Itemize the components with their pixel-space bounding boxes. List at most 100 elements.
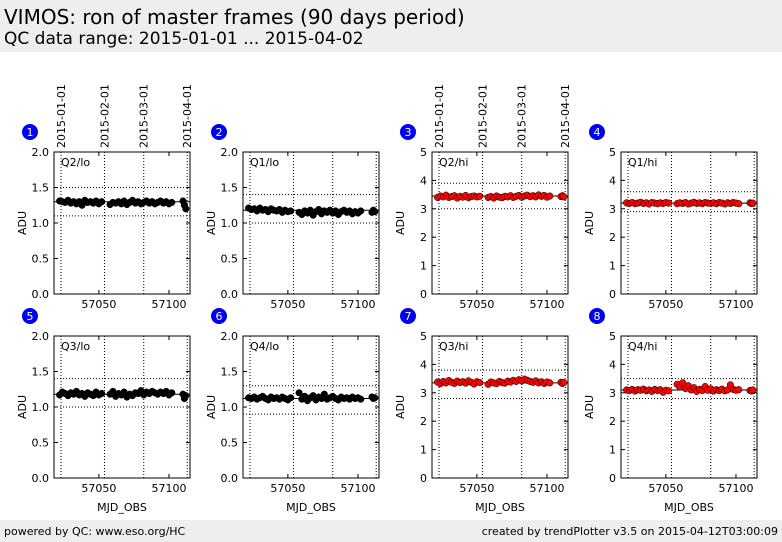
panel-1-ytick-label: 1.0	[32, 217, 50, 230]
panel-7-ylabel: ADU	[394, 395, 407, 419]
panel-6-ytick-label: 0.5	[221, 437, 239, 450]
panel-6-xtick-label: 57050	[270, 482, 305, 495]
panel-7-ytick-label: 4	[420, 358, 427, 371]
panel-2-ytick-label: 1.0	[221, 217, 239, 230]
panel-7-ytick-label: 1	[420, 444, 427, 457]
panel-5-xtick-label: 57100	[151, 482, 186, 495]
panel-6-data-point	[287, 394, 295, 402]
panel-7-badge-number: 7	[405, 310, 412, 323]
panel-3-badge	[400, 124, 416, 140]
panel-7-data-point	[476, 379, 484, 387]
panel-5-badge	[22, 308, 38, 324]
panel-8-ytick-label: 2	[609, 415, 616, 428]
panel-3-name: Q2/hi	[439, 156, 468, 169]
date-tick-label: 2015-03-01	[516, 84, 529, 148]
panel-8-frame	[620, 335, 758, 479]
panel-1-ytick-label: 1.5	[32, 182, 50, 195]
panel-8-ytick-label: 0	[609, 472, 616, 485]
panel-2-badge	[211, 124, 227, 140]
panel-8-name: Q4/hi	[628, 340, 657, 353]
panel-5-ytick-label: 2.0	[32, 330, 50, 343]
page-title: VIMOS: ron of master frames (90 days per…	[4, 5, 465, 29]
panel-5-data-point	[182, 392, 190, 400]
panel-3-ytick-label: 4	[420, 174, 427, 187]
panel-7-data-point	[560, 379, 568, 387]
panel-1-ytick-label: 2.0	[32, 146, 50, 159]
panel-6-ytick-label: 1.5	[221, 366, 239, 379]
panel-5-ytick-label: 0.0	[32, 472, 50, 485]
panel-4-xtick-label: 57050	[648, 298, 683, 311]
panel-4-frame	[620, 151, 758, 295]
panel-5-xlabel: MJD_OBS	[97, 501, 147, 514]
panel-4-data-point	[665, 199, 673, 207]
panel-2-ytick-label: 2.0	[221, 146, 239, 159]
panel-3-ylabel: ADU	[394, 211, 407, 235]
panel-6-name: Q4/lo	[250, 340, 279, 353]
panel-5-badge-number: 5	[27, 310, 34, 323]
panel-4-ytick-label: 5	[609, 146, 616, 159]
panel-8-badge-number: 8	[594, 310, 601, 323]
panel-1-frame	[53, 151, 191, 295]
panel-5-frame	[53, 335, 191, 479]
panel-7-badge	[400, 308, 416, 324]
header-bar: VIMOS: ron of master frames (90 days per…	[0, 0, 782, 52]
panel-8-data-point	[735, 386, 743, 394]
date-tick-label: 2015-02-01	[476, 84, 489, 148]
panel-6-data-point	[295, 389, 303, 397]
panel-8-ytick-label: 1	[609, 444, 616, 457]
footer-bar: powered by QC: www.eso.org/HC created by…	[0, 520, 782, 542]
panel-2-ytick-label: 0.5	[221, 253, 239, 266]
panel-8-xlabel: MJD_OBS	[664, 501, 714, 514]
panel-3-ytick-label: 0	[420, 288, 427, 301]
panel-3-data-point	[476, 192, 484, 200]
page-subtitle: QC data range: 2015-01-01 ... 2015-04-02	[4, 29, 364, 49]
panel-2-xtick-label: 57100	[340, 298, 375, 311]
panel-8-data-point	[749, 386, 757, 394]
panel-2-xtick-label: 57050	[270, 298, 305, 311]
panel-7-xtick-label: 57100	[529, 482, 564, 495]
footer-credit: powered by QC: www.eso.org/HC	[4, 525, 186, 538]
panel-6-ytick-label: 1.0	[221, 401, 239, 414]
panel-7-ytick-label: 3	[420, 387, 427, 400]
panel-3-frame	[431, 151, 569, 295]
panel-2-data-point	[287, 207, 295, 215]
panel-2-data-point	[357, 207, 365, 215]
panel-1-xtick-label: 57100	[151, 298, 186, 311]
panel-3-xtick-label: 57050	[459, 298, 494, 311]
date-tick-label: 2015-01-01	[433, 84, 446, 148]
panel-6-data-point	[357, 395, 365, 403]
footer-created: created by trendPlotter v3.5 on 2015-04-…	[481, 525, 778, 538]
date-tick-label: 2015-01-01	[55, 84, 68, 148]
panel-6-ytick-label: 2.0	[221, 330, 239, 343]
panel-6-badge-number: 6	[216, 310, 223, 323]
panel-3-xtick-label: 57100	[529, 298, 564, 311]
panel-3-data-point	[546, 192, 554, 200]
panel-5-ytick-label: 1.0	[32, 401, 50, 414]
panel-7-frame	[431, 335, 569, 479]
panel-1-data-point	[168, 198, 176, 206]
panel-3-ytick-label: 1	[420, 260, 427, 273]
panel-2-ylabel: ADU	[205, 211, 218, 235]
panel-1-badge	[22, 124, 38, 140]
panel-7-name: Q3/hi	[439, 340, 468, 353]
panel-1-ylabel: ADU	[16, 211, 29, 235]
panel-4-data-point	[749, 199, 757, 207]
panel-7-xlabel: MJD_OBS	[475, 501, 525, 514]
panel-3-ytick-label: 5	[420, 146, 427, 159]
panel-8-data-point	[665, 387, 673, 395]
date-tick-label: 2015-03-01	[138, 84, 151, 148]
panel-4-ylabel: ADU	[583, 211, 596, 235]
panel-4-ytick-label: 1	[609, 260, 616, 273]
panel-4-data-point	[735, 200, 743, 208]
panel-4-ytick-label: 3	[609, 203, 616, 216]
panel-2-ytick-label: 0.0	[221, 288, 239, 301]
panel-2-name: Q1/lo	[250, 156, 279, 169]
panel-1-name: Q2/lo	[61, 156, 90, 169]
panel-5-ytick-label: 1.5	[32, 366, 50, 379]
date-tick-label: 2015-04-01	[559, 84, 572, 148]
panel-8-badge	[589, 308, 605, 324]
panel-6-frame	[242, 335, 380, 479]
date-tick-label: 2015-02-01	[98, 84, 111, 148]
date-tick-label: 2015-04-01	[181, 84, 194, 148]
panel-5-name: Q3/lo	[61, 340, 90, 353]
